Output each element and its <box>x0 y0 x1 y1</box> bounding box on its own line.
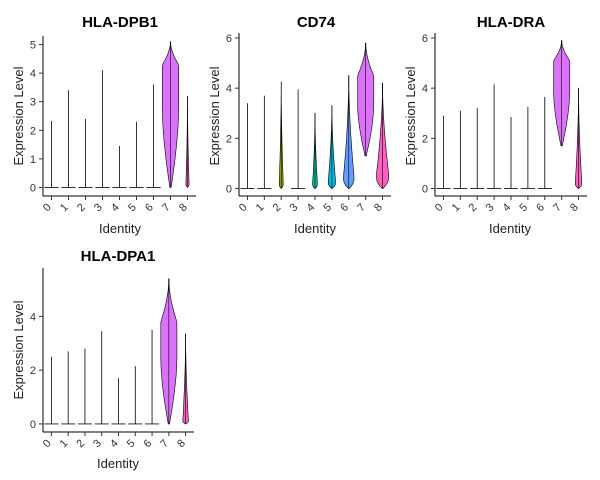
x-tick-label: 6 <box>143 201 156 214</box>
x-tick-label: 8 <box>177 201 190 214</box>
y-tick-label: 4 <box>30 68 36 80</box>
x-tick-label: 4 <box>304 201 317 214</box>
panel-title: CD74 <box>297 14 336 31</box>
x-tick-label: 2 <box>467 201 480 214</box>
x-tick-label: 3 <box>288 201 301 214</box>
x-tick-label: 5 <box>321 201 334 214</box>
panel-title: HLA-DPA1 <box>81 248 156 265</box>
x-tick-label: 4 <box>500 201 513 214</box>
x-tick-label: 1 <box>58 201 71 214</box>
y-tick-label: 2 <box>30 125 36 137</box>
x-tick-label: 2 <box>74 437 87 450</box>
x-tick-label: 0 <box>433 201 446 214</box>
y-tick-label: 0 <box>30 182 36 194</box>
x-axis-label: Identity <box>97 456 139 471</box>
x-axis-label: Identity <box>489 221 531 236</box>
x-tick-label: 0 <box>41 437 54 450</box>
x-axis-label: Identity <box>294 221 336 236</box>
y-axis-label: Expression Level <box>11 300 26 399</box>
x-tick-label: 0 <box>41 201 54 214</box>
x-tick-label: 6 <box>142 437 155 450</box>
y-tick-label: 0 <box>30 419 36 431</box>
x-tick-label: 4 <box>108 437 121 450</box>
x-tick-label: 8 <box>372 201 385 214</box>
y-tick-label: 4 <box>422 83 428 95</box>
x-tick-label: 1 <box>58 437 71 450</box>
panel-hla-dpb1: HLA-DPB1 Identity Expression Level 01234… <box>11 14 196 236</box>
y-tick-label: 5 <box>30 40 36 52</box>
x-tick-label: 0 <box>237 201 250 214</box>
x-tick-label: 6 <box>338 201 351 214</box>
x-tick-label: 6 <box>534 201 547 214</box>
x-tick-label: 8 <box>175 437 188 450</box>
x-tick-label: 2 <box>75 201 88 214</box>
x-tick-label: 3 <box>92 201 105 214</box>
y-tick-label: 4 <box>226 83 232 95</box>
y-tick-label: 6 <box>422 33 428 45</box>
y-axis-label: Expression Level <box>207 66 222 165</box>
y-tick-label: 4 <box>30 311 36 323</box>
x-tick-label: 7 <box>158 437 171 450</box>
x-tick-label: 3 <box>484 201 497 214</box>
y-tick-label: 1 <box>30 154 36 166</box>
x-tick-label: 7 <box>551 201 564 214</box>
x-tick-label: 1 <box>254 201 267 214</box>
panel-title: HLA-DPB1 <box>82 14 158 31</box>
y-tick-label: 0 <box>422 183 428 195</box>
x-tick-label: 8 <box>568 201 581 214</box>
x-tick-label: 3 <box>91 437 104 450</box>
x-axis-label: Identity <box>99 221 141 236</box>
x-tick-label: 2 <box>271 201 284 214</box>
y-axis-label: Expression Level <box>403 66 418 165</box>
y-tick-label: 2 <box>30 365 36 377</box>
y-tick-label: 2 <box>422 133 428 145</box>
x-tick-label: 5 <box>517 201 530 214</box>
x-tick-label: 5 <box>125 437 138 450</box>
x-tick-label: 1 <box>450 201 463 214</box>
x-tick-label: 5 <box>126 201 139 214</box>
y-axis-label: Expression Level <box>11 66 26 165</box>
x-tick-label: 7 <box>160 201 173 214</box>
x-tick-label: 7 <box>355 201 368 214</box>
panel-title: HLA-DRA <box>477 14 545 31</box>
y-tick-label: 3 <box>30 97 36 109</box>
y-tick-label: 2 <box>226 133 232 145</box>
x-tick-label: 4 <box>109 201 122 214</box>
y-tick-label: 6 <box>226 33 232 45</box>
y-tick-label: 0 <box>226 183 232 195</box>
